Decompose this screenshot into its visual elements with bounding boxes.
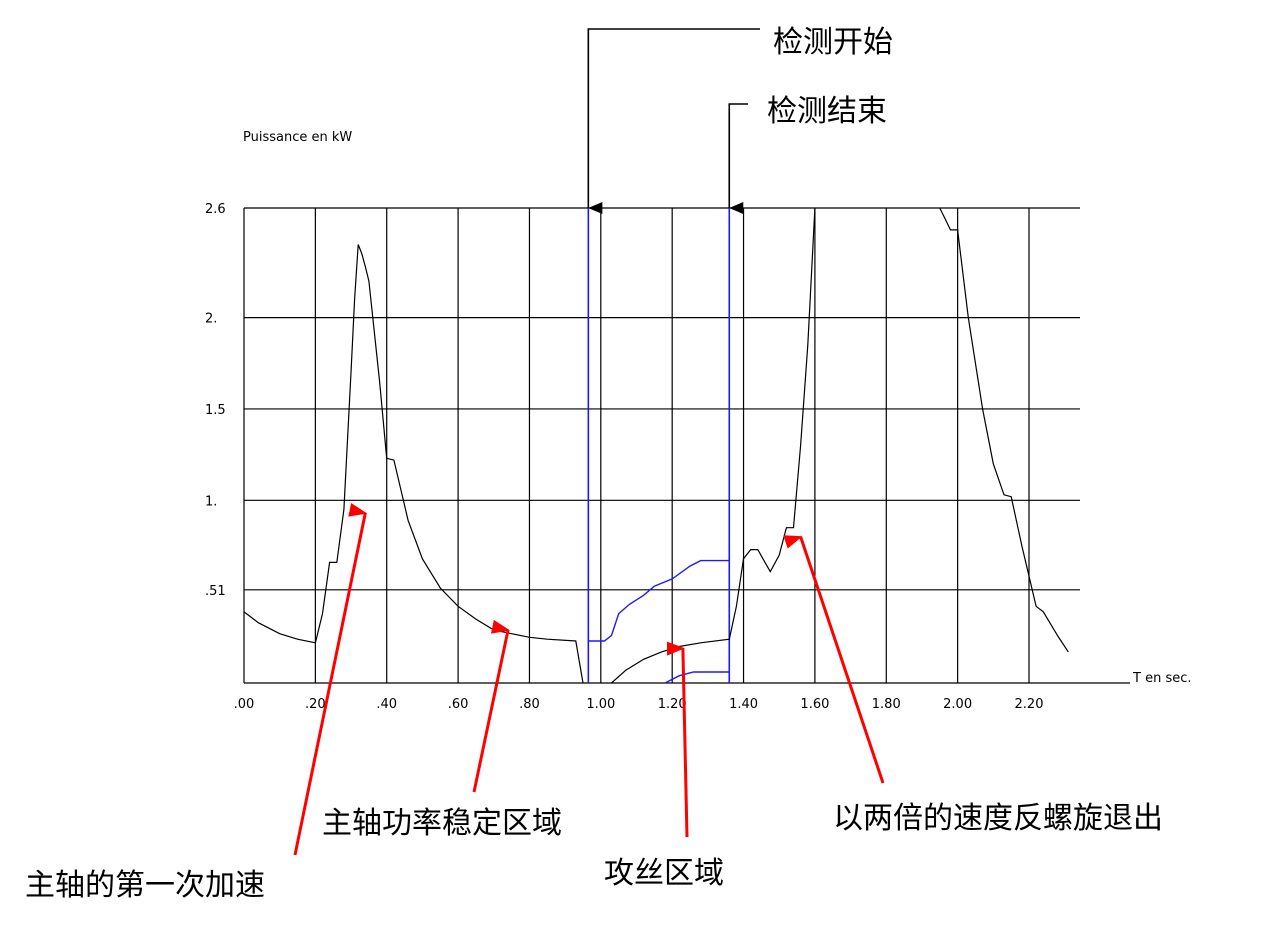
x-tick-label: 1.20	[658, 697, 687, 712]
annotation-first-acceleration: 主轴的第一次加速	[25, 503, 368, 903]
annotation-detection-end: 检测结束	[728, 94, 887, 214]
series-line-0	[243, 244, 584, 684]
x-tick-label: .00	[234, 697, 255, 712]
series-group	[243, 207, 1069, 684]
annotation-reverse-exit-arrow	[783, 535, 885, 784]
y-tick-label: 1.5	[205, 403, 226, 418]
tick-labels: .00 .20 .40 .60 .80 1.00 1.20 1.40 1.60 1.80 2.00 2…	[205, 202, 1043, 712]
annotation-first-acceleration-arrow	[293, 503, 368, 856]
x-tick-label: 1.00	[586, 697, 615, 712]
annotation-reverse-exit-label: 以两倍的速度反螺旋退出	[833, 801, 1163, 836]
series-line-2	[939, 207, 1069, 653]
x-tick-label: 1.80	[872, 697, 901, 712]
annotation-detection-end-arrow	[728, 103, 748, 214]
annotation-detection-start-label: 检测开始	[773, 25, 893, 60]
annotation-detection-start-arrow	[587, 28, 760, 214]
series-line-4	[664, 671, 730, 684]
x-tick-label: 2.20	[1015, 697, 1044, 712]
x-axis-label: T en sec.	[1132, 671, 1192, 686]
annotation-detection-start: 检测开始	[587, 25, 893, 214]
detection-markers	[587, 208, 731, 683]
series-line-3	[588, 559, 730, 642]
annotation-reverse-exit: 以两倍的速度反螺旋退出	[783, 535, 1163, 836]
x-tick-label: 1.40	[729, 697, 758, 712]
y-tick-label: 1.	[205, 494, 217, 509]
y-tick-label: .51	[205, 584, 226, 599]
x-tick-label: 1.60	[800, 697, 829, 712]
annotation-first-acceleration-label: 主轴的第一次加速	[25, 868, 265, 903]
annotation-tapping-zone-label: 攻丝区域	[604, 856, 724, 891]
annotation-stable-power-label: 主轴功率稳定区域	[322, 806, 562, 841]
annotation-stable-power-arrow	[472, 619, 511, 793]
x-tick-label: .20	[305, 697, 326, 712]
x-tick-label: .60	[448, 697, 469, 712]
y-axis-label: Puissance en kW	[243, 130, 352, 145]
annotation-tapping-zone-arrow	[666, 641, 689, 838]
annotation-detection-end-label: 检测结束	[767, 94, 887, 129]
x-tick-label: 2.00	[943, 697, 972, 712]
x-tick-label: .80	[519, 697, 540, 712]
series-line-1	[611, 207, 816, 684]
annotation-tapping-zone: 攻丝区域	[604, 641, 724, 891]
x-tick-label: .40	[376, 697, 397, 712]
y-tick-label: 2.	[205, 312, 217, 327]
annotation-stable-power: 主轴功率稳定区域	[322, 619, 562, 841]
grid	[243, 207, 1130, 684]
y-tick-label: 2.6	[205, 202, 226, 217]
